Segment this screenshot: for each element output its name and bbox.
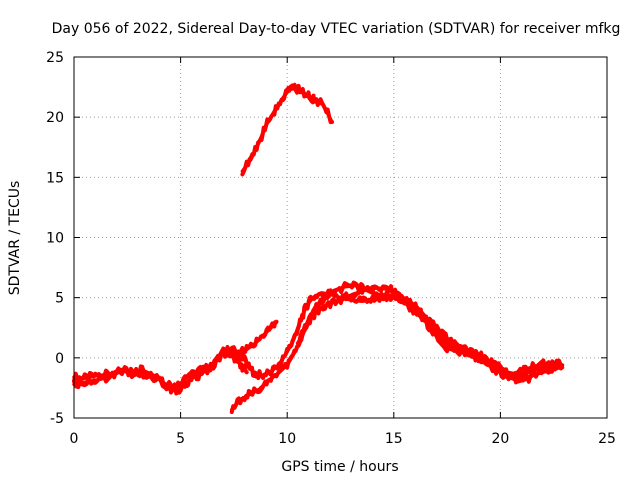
- y-axis-label: SDTVAR / TECUs: [7, 181, 23, 296]
- x-tick-label: 25: [598, 431, 616, 447]
- y-tick-label: 10: [46, 231, 64, 247]
- chart-title: Day 056 of 2022, Sidereal Day-to-day VTE…: [52, 21, 621, 37]
- y-tick-label: -5: [50, 411, 64, 427]
- x-tick-label: 10: [278, 431, 296, 447]
- series-core-track-branch-d: [296, 283, 564, 376]
- series-core-track-upper-arc: [240, 86, 334, 174]
- tick-layer: 0 5 10 15 20 25 -5 0 5 10 15 20 25: [46, 50, 616, 447]
- y-tick-label: 25: [46, 50, 64, 66]
- y-tick-label: 20: [46, 110, 64, 126]
- series-core-track-branch-b: [227, 319, 279, 359]
- x-axis-label: GPS time / hours: [281, 459, 398, 475]
- x-tick-label: 0: [70, 431, 79, 447]
- x-tick-label: 5: [176, 431, 185, 447]
- x-tick-label: 20: [491, 431, 509, 447]
- grid-layer: [74, 57, 607, 418]
- series-layer: [72, 82, 565, 414]
- x-tick-label: 15: [385, 431, 403, 447]
- y-tick-label: 5: [55, 291, 64, 307]
- y-tick-label: 0: [55, 351, 64, 367]
- y-tick-label: 15: [46, 170, 64, 186]
- series-core-track-branch-a: [72, 346, 249, 390]
